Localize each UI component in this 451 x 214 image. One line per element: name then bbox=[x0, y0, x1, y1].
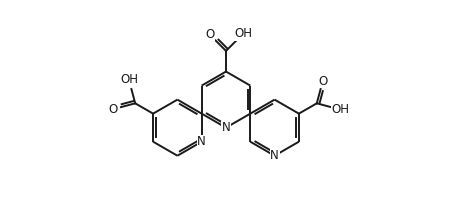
Text: N: N bbox=[270, 149, 278, 162]
Text: N: N bbox=[221, 121, 230, 134]
Text: O: O bbox=[318, 75, 327, 88]
Text: OH: OH bbox=[234, 27, 252, 40]
Text: OH: OH bbox=[120, 73, 138, 86]
Text: OH: OH bbox=[331, 103, 349, 116]
Text: O: O bbox=[108, 103, 117, 116]
Text: N: N bbox=[197, 135, 206, 148]
Text: O: O bbox=[205, 28, 214, 41]
